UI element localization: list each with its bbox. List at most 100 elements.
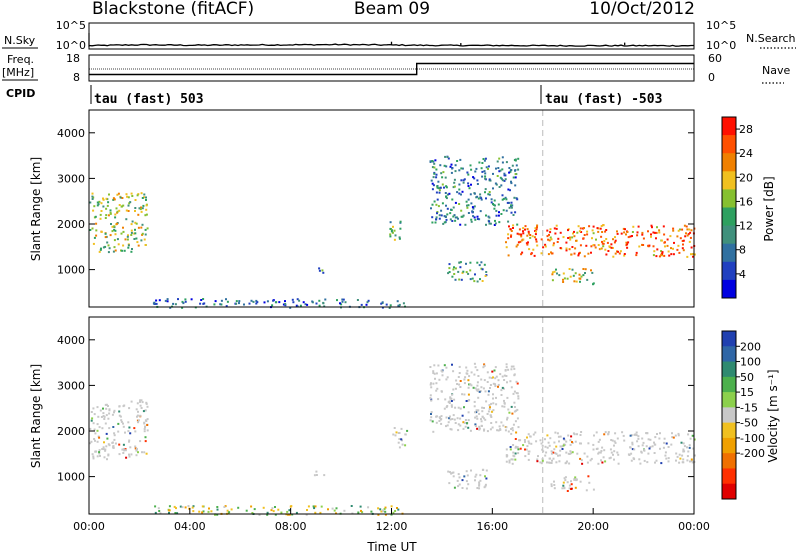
velocity-cell — [525, 448, 528, 451]
velocity-cell — [563, 477, 566, 480]
power-cell — [458, 261, 461, 264]
power-cell — [145, 208, 148, 211]
power-cell — [479, 210, 482, 213]
power-cell — [436, 211, 439, 213]
power-panel-frame — [88, 109, 695, 308]
power-cell — [89, 229, 92, 231]
velocity-cell — [176, 512, 179, 515]
power-cell — [142, 204, 145, 207]
velocity-cell — [104, 403, 107, 406]
velocity-cell — [497, 383, 500, 386]
power-cell — [686, 234, 689, 237]
power-cell — [255, 302, 258, 305]
power-cell — [145, 213, 148, 216]
power-cell — [109, 234, 112, 237]
velocity-cell — [506, 396, 509, 399]
velocity-cell — [515, 380, 518, 383]
power-cell — [243, 303, 245, 306]
velocity-cell — [654, 443, 657, 446]
power-cell — [672, 229, 675, 232]
power-cell — [146, 227, 149, 230]
velocity-cell — [104, 449, 107, 452]
velocity-cell — [480, 420, 483, 423]
power-cell — [565, 247, 568, 250]
power-cell — [660, 250, 663, 253]
power-cell — [98, 200, 101, 203]
velocity-cell — [102, 446, 105, 449]
power-cell — [460, 179, 463, 182]
power-cell — [120, 249, 122, 252]
power-cell — [439, 164, 442, 167]
velocity-cell — [128, 426, 131, 429]
cpid-label-left: tau (fast) 503 — [94, 92, 204, 107]
velocity-cell — [645, 445, 648, 448]
velocity-cell — [438, 420, 441, 422]
power-cell — [127, 246, 130, 249]
velocity-cell — [516, 408, 519, 411]
power-cell — [484, 157, 487, 160]
power-cell — [600, 247, 603, 250]
velocity-colorbar-label-value: -100 — [740, 432, 765, 445]
velocity-cell — [319, 511, 322, 514]
power-cell — [572, 232, 574, 235]
power-cell — [445, 195, 447, 198]
power-cell — [100, 202, 103, 205]
power-cell — [134, 221, 137, 224]
power-ylabel: Slant Range [km] — [29, 157, 43, 261]
power-cell — [471, 206, 474, 209]
velocity-cell — [135, 408, 138, 411]
velocity-cell — [432, 430, 435, 433]
power-cell — [119, 196, 122, 199]
cpid-row: tau (fast) 503 tau (fast) -503 — [90, 85, 662, 107]
power-cell — [582, 274, 585, 277]
velocity-cell — [134, 445, 137, 448]
velocity-cell — [603, 449, 606, 452]
velocity-cell — [562, 444, 565, 447]
velocity-cell — [472, 386, 475, 389]
power-cell — [689, 231, 692, 234]
velocity-cell — [99, 454, 101, 457]
velocity-cell — [361, 511, 364, 514]
power-cell — [505, 198, 508, 201]
velocity-cell — [404, 433, 407, 436]
velocity-cell — [676, 455, 679, 458]
velocity-cell — [400, 427, 403, 430]
velocity-cell — [436, 387, 439, 390]
power-cell — [522, 227, 525, 230]
power-cell — [565, 249, 568, 252]
power-cell — [514, 173, 517, 176]
velocity-cell — [453, 398, 456, 401]
power-cell — [435, 168, 438, 171]
velocity-cell — [646, 461, 649, 464]
x-tick-label: 04:00 — [174, 520, 206, 533]
power-cell — [690, 229, 693, 232]
power-cell — [573, 230, 575, 233]
velocity-cell — [648, 447, 651, 450]
velocity-cell — [579, 442, 581, 445]
power-cell — [592, 283, 594, 286]
power-cell — [448, 263, 451, 266]
velocity-cell — [455, 379, 458, 382]
velocity-cell — [527, 433, 530, 436]
velocity-cell — [481, 406, 484, 409]
velocity-cell — [512, 451, 515, 454]
y-tick-label: 1000 — [57, 264, 85, 277]
velocity-cell — [295, 511, 298, 514]
power-cell — [660, 253, 663, 256]
power-cell — [666, 244, 669, 247]
power-cell — [591, 271, 594, 274]
velocity-cell — [208, 507, 210, 510]
velocity-cell — [581, 462, 584, 465]
velocity-cell — [394, 510, 397, 512]
velocity-cell — [485, 400, 488, 403]
power-cell — [449, 165, 452, 168]
velocity-cell — [117, 422, 120, 425]
power-cell — [448, 192, 451, 195]
velocity-cell — [118, 410, 121, 413]
velocity-cell — [480, 378, 483, 381]
power-cell — [107, 251, 110, 254]
power-cell — [367, 299, 370, 302]
velocity-cell — [440, 422, 443, 425]
noise-panel: 10^5 10^0 10^5 10^0 — [56, 19, 736, 52]
power-cell — [591, 237, 593, 240]
